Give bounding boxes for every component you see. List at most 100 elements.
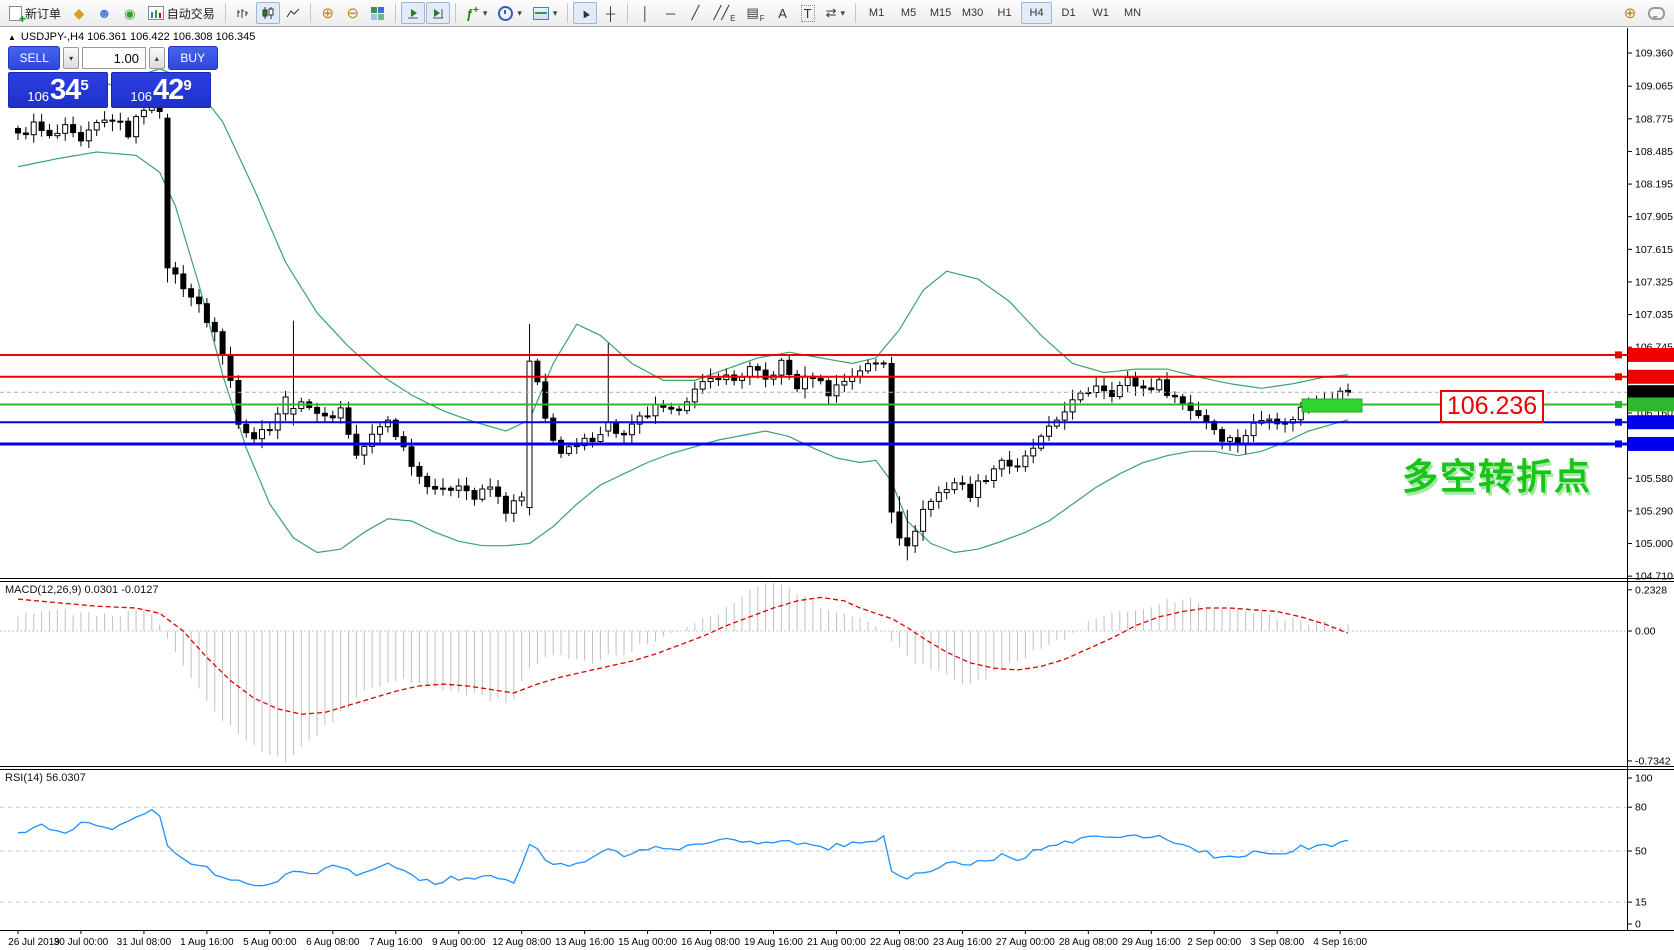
price-badge-106.236 <box>1628 397 1674 412</box>
community-button[interactable]: ☻ <box>92 2 117 24</box>
zoom-in-icon: ⊕ <box>321 4 335 22</box>
hline-handle-106.676[interactable] <box>1615 351 1622 359</box>
chart-shift-icon <box>432 8 443 18</box>
vertical-line-button[interactable]: │ <box>633 2 657 24</box>
volume-down-button[interactable]: ▾ <box>63 47 79 69</box>
separator <box>855 3 857 23</box>
channel-button[interactable]: ╱╱ E <box>708 2 740 24</box>
new-order-label: 新订单 <box>25 6 62 21</box>
timeframe-mn-button[interactable]: MN <box>1117 2 1148 24</box>
signals-button[interactable]: ◉ <box>118 2 142 24</box>
macd-histogram <box>17 583 1349 763</box>
cn-annotation[interactable]: 多空转折点 <box>1402 456 1593 497</box>
trendline-button[interactable]: ╱ <box>683 2 707 24</box>
timeframe-m15-button[interactable]: M15 <box>925 2 956 24</box>
svg-text:105.290: 105.290 <box>1635 505 1673 517</box>
timeframe-m30-button[interactable]: M30 <box>957 2 988 24</box>
timeframe-h4-button[interactable]: H4 <box>1021 2 1053 24</box>
svg-text:15: 15 <box>1635 897 1647 909</box>
svg-text:100: 100 <box>1635 773 1653 785</box>
separator <box>454 3 456 23</box>
svg-text:104.710: 104.710 <box>1635 571 1673 583</box>
separator <box>567 3 569 23</box>
crosshair-button[interactable]: ┼ <box>598 2 622 24</box>
svg-text:0.00: 0.00 <box>1635 626 1656 638</box>
price-badge-106.078 <box>1628 415 1674 430</box>
separator <box>394 3 396 23</box>
volume-input[interactable] <box>81 47 146 69</box>
fibonacci-button[interactable]: ▤ F <box>741 2 769 24</box>
svg-text:1 Aug 16:00: 1 Aug 16:00 <box>180 937 234 948</box>
templates-button[interactable]: ▾ <box>528 2 563 24</box>
indicators-icon: ƒ <box>466 5 479 21</box>
arrows-icon: ⇄ <box>825 5 837 20</box>
crosshair-icon: ┼ <box>605 5 616 21</box>
indicators-button[interactable]: ƒ▾ <box>461 2 493 24</box>
fibonacci-icon: ▤ <box>746 5 759 20</box>
svg-text:105.580: 105.580 <box>1635 473 1673 485</box>
hline-handle-105.885[interactable] <box>1615 440 1622 448</box>
arrows-button[interactable]: ⇄ ▾ <box>821 2 850 24</box>
candlestick-chart-button[interactable] <box>255 2 280 24</box>
sell-button[interactable]: SELL <box>8 46 61 70</box>
timeframe-m1-button[interactable]: M1 <box>861 2 892 24</box>
svg-text:50: 50 <box>1635 846 1647 858</box>
auto-scroll-button[interactable] <box>400 2 425 24</box>
timeframe-w1-button[interactable]: W1 <box>1085 2 1116 24</box>
zoom-in-button[interactable]: ⊕ <box>316 2 340 24</box>
hline-handle-106.482[interactable] <box>1615 373 1622 381</box>
timeframe-m5-button[interactable]: M5 <box>893 2 924 24</box>
signal-icon: ◉ <box>124 5 136 21</box>
svg-text:109.360: 109.360 <box>1635 48 1673 60</box>
bar-chart-button[interactable] <box>231 2 255 24</box>
svg-text:7 Aug 16:00: 7 Aug 16:00 <box>369 937 423 948</box>
timeframe-h1-button[interactable]: H1 <box>989 2 1020 24</box>
channel-icon: ╱╱ <box>713 5 730 20</box>
search-icon: ⊕ <box>1623 4 1637 22</box>
chart-shift-button[interactable] <box>425 2 450 24</box>
svg-text:6 Aug 08:00: 6 Aug 08:00 <box>306 937 360 948</box>
toolbar: 新订单 ◆ ☻ ◉ 自动交易 ⊕ ⊖ ƒ▾ ▾ ▾ ▲ ┼ │ ─ ╱ ╱╱E … <box>0 0 1674 27</box>
tile-windows-icon <box>371 6 385 20</box>
svg-text:27 Aug 00:00: 27 Aug 00:00 <box>996 937 1055 948</box>
svg-text:29 Aug 16:00: 29 Aug 16:00 <box>1122 937 1181 948</box>
sell-price-box[interactable]: 106 34 5 <box>8 72 108 108</box>
hline-handle-106.236[interactable] <box>1615 400 1622 408</box>
new-order-button[interactable]: 新订单 <box>4 2 66 26</box>
clock-icon <box>498 5 514 21</box>
chat-button[interactable] <box>1643 2 1670 24</box>
svg-text:31 Jul 08:00: 31 Jul 08:00 <box>117 937 172 948</box>
chevron-down-icon: ▾ <box>552 7 558 18</box>
svg-text:3 Sep 08:00: 3 Sep 08:00 <box>1250 937 1304 948</box>
collapse-chart-icon[interactable]: ▲ <box>8 32 16 42</box>
timeframe-d1-button[interactable]: D1 <box>1053 2 1084 24</box>
search-button[interactable]: ⊕ <box>1618 2 1642 24</box>
person-icon: ☻ <box>97 5 112 21</box>
svg-text:0.2328: 0.2328 <box>1635 584 1667 596</box>
periods-button[interactable]: ▾ <box>493 2 527 24</box>
volume-up-button[interactable]: ▴ <box>148 47 165 69</box>
hline-handle-106.078[interactable] <box>1615 418 1622 426</box>
buy-button[interactable]: BUY <box>167 46 218 70</box>
auto-trading-button[interactable]: 自动交易 <box>143 2 220 24</box>
text-label-button[interactable]: T <box>796 2 820 24</box>
metaeditor-button[interactable]: ◆ <box>67 2 91 24</box>
buy-price-box[interactable]: 106 42 9 <box>111 72 211 108</box>
svg-text:4 Sep 16:00: 4 Sep 16:00 <box>1313 937 1367 948</box>
line-chart-button[interactable] <box>281 2 305 24</box>
svg-text:108.195: 108.195 <box>1635 179 1673 191</box>
cursor-icon: ▲ <box>576 4 594 22</box>
highlight-bar[interactable] <box>1301 398 1363 413</box>
price-badge-106.345 <box>1628 385 1674 400</box>
bar-chart-icon <box>237 8 248 18</box>
cursor-button[interactable]: ▲ <box>573 2 598 24</box>
svg-text:80: 80 <box>1635 802 1647 814</box>
zoom-out-button[interactable]: ⊖ <box>341 2 365 24</box>
text-button[interactable]: A <box>771 2 795 24</box>
auto-trading-icon <box>147 6 164 20</box>
price-quote-callout[interactable]: 106.236 <box>1440 390 1544 423</box>
tile-windows-button[interactable] <box>366 2 390 24</box>
horizontal-line-button[interactable]: ─ <box>658 2 682 24</box>
